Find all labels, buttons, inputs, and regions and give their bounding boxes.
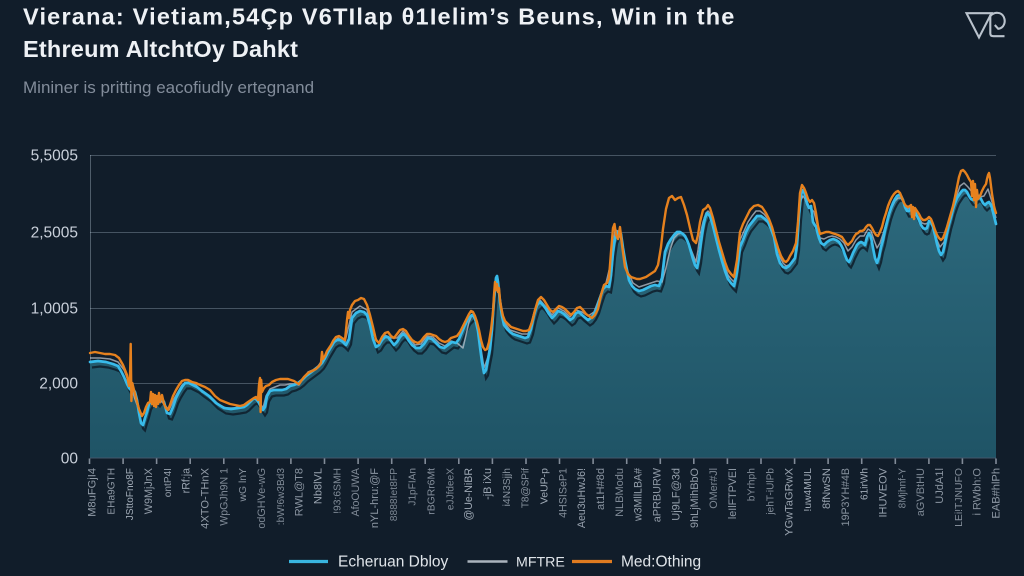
svg-text:jehT-iUlPb: jehT-iUlPb	[766, 468, 777, 516]
svg-text:IHUVEOV: IHUVEOV	[878, 467, 890, 517]
svg-text:Vierana: Vietiam,54Çp V6TIlap: Vierana: Vietiam,54Çp V6TIlap θ1Ielim’s …	[23, 4, 736, 30]
svg-text:1,0005: 1,0005	[31, 301, 78, 318]
svg-text:bYrhph: bYrhph	[747, 468, 758, 501]
svg-text:rBGRr6Mt: rBGRr6Mt	[427, 468, 438, 515]
svg-text:5,5005: 5,5005	[31, 148, 78, 165]
svg-text:4HSISeP1: 4HSISeP1	[557, 468, 569, 518]
svg-text:8Mjhnf-Y: 8Mjhnf-Y	[897, 468, 908, 509]
svg-text:9hLjMihBbO: 9hLjMihBbO	[689, 468, 701, 528]
svg-text:at1H#8d: at1H#8d	[595, 468, 607, 510]
svg-text:rRf:ja: rRf:ja	[181, 468, 193, 493]
svg-text:T8@SPif: T8@SPif	[521, 468, 532, 508]
svg-text:Mininer is pritting eacofiudly: Mininer is pritting eacofiudly ertegnand	[23, 78, 314, 97]
svg-text:Uj9LF@3d: Uj9LF@3d	[670, 468, 682, 521]
svg-text:wG lnY: wG lnY	[238, 468, 249, 503]
svg-text:odGHVe-wG: odGHVe-wG	[256, 468, 268, 529]
svg-text:leIlFTPVEI: leIlFTPVEI	[727, 468, 739, 519]
svg-text:2,000: 2,000	[39, 376, 78, 393]
svg-text:w3MllLBA#: w3MllLBA#	[633, 468, 645, 522]
svg-text:eJJfdeeX: eJJfdeeX	[445, 468, 456, 510]
svg-text:Aeu3uHwJ6!: Aeu3uHwJ6!	[576, 468, 588, 528]
svg-text:Nb8lVL: Nb8lVL	[313, 468, 325, 504]
svg-text:ontP4I: ontP4I	[163, 468, 174, 497]
svg-text::bW!6w3Bd3: :bW!6w3Bd3	[276, 468, 287, 526]
svg-text:Echeruan Dbloy: Echeruan Dbloy	[338, 554, 449, 571]
svg-text:8888Iet8FP: 8888Iet8FP	[389, 468, 400, 521]
svg-text:OMer#Jl: OMer#Jl	[708, 468, 720, 509]
svg-text:00: 00	[61, 451, 79, 468]
svg-text:!93:6SMH: !93:6SMH	[332, 468, 343, 514]
svg-text:8fNwSN: 8fNwSN	[821, 468, 833, 509]
svg-text:-jB iXu: -jB iXu	[482, 468, 494, 500]
svg-text:EAB#hlPh: EAB#hlPh	[991, 468, 1003, 519]
svg-text:VeUP-p: VeUP-p	[539, 468, 551, 504]
svg-text:WpGJh9N 1: WpGJh9N 1	[218, 468, 230, 526]
svg-text:YGwTaGRwX: YGwTaGRwX	[783, 467, 795, 535]
svg-text:aPRBURW: aPRBURW	[652, 467, 664, 522]
svg-text:19P3YH#4B: 19P3YH#4B	[840, 468, 852, 526]
svg-text:RWL@T8: RWL@T8	[294, 468, 306, 516]
svg-text:!uw4MUL: !uw4MUL	[803, 468, 814, 512]
svg-text:61irWh: 61irWh	[860, 468, 871, 500]
svg-text:J1pFIAn: J1pFIAn	[408, 468, 419, 506]
svg-text:i4N3Sjjh: i4N3Sjjh	[502, 468, 513, 507]
svg-text:LEi!TJNUFO: LEi!TJNUFO	[954, 468, 965, 527]
svg-text:i RWbh:O: i RWbh:O	[972, 468, 984, 516]
svg-text:UJdA1l: UJdA1l	[934, 468, 946, 504]
svg-text:W9MjJnX: W9MjJnX	[143, 468, 155, 514]
svg-text:M8uFGjI4: M8uFGjI4	[87, 468, 99, 517]
svg-text:AfoOUWA: AfoOUWA	[350, 467, 362, 516]
svg-text:MFTRE: MFTRE	[516, 555, 565, 571]
svg-text:@Ue-NiBR: @Ue-NiBR	[463, 468, 475, 521]
svg-text:Ethreum AltchtOy Dahkt: Ethreum AltchtOy Dahkt	[23, 36, 298, 62]
svg-text:Med:Othing: Med:Othing	[621, 554, 701, 571]
svg-text:EHa9GTH: EHa9GTH	[106, 468, 117, 515]
svg-text:nYL-hru:@F: nYL-hru:@F	[369, 468, 381, 528]
svg-text:NLBModu: NLBModu	[614, 468, 626, 517]
svg-text:4XTO-THnX: 4XTO-THnX	[200, 467, 212, 528]
svg-text:JSttoFno8F: JSttoFno8F	[125, 468, 136, 520]
svg-text:aGVBtHU: aGVBtHU	[915, 468, 927, 516]
svg-text:2,5005: 2,5005	[31, 225, 78, 242]
